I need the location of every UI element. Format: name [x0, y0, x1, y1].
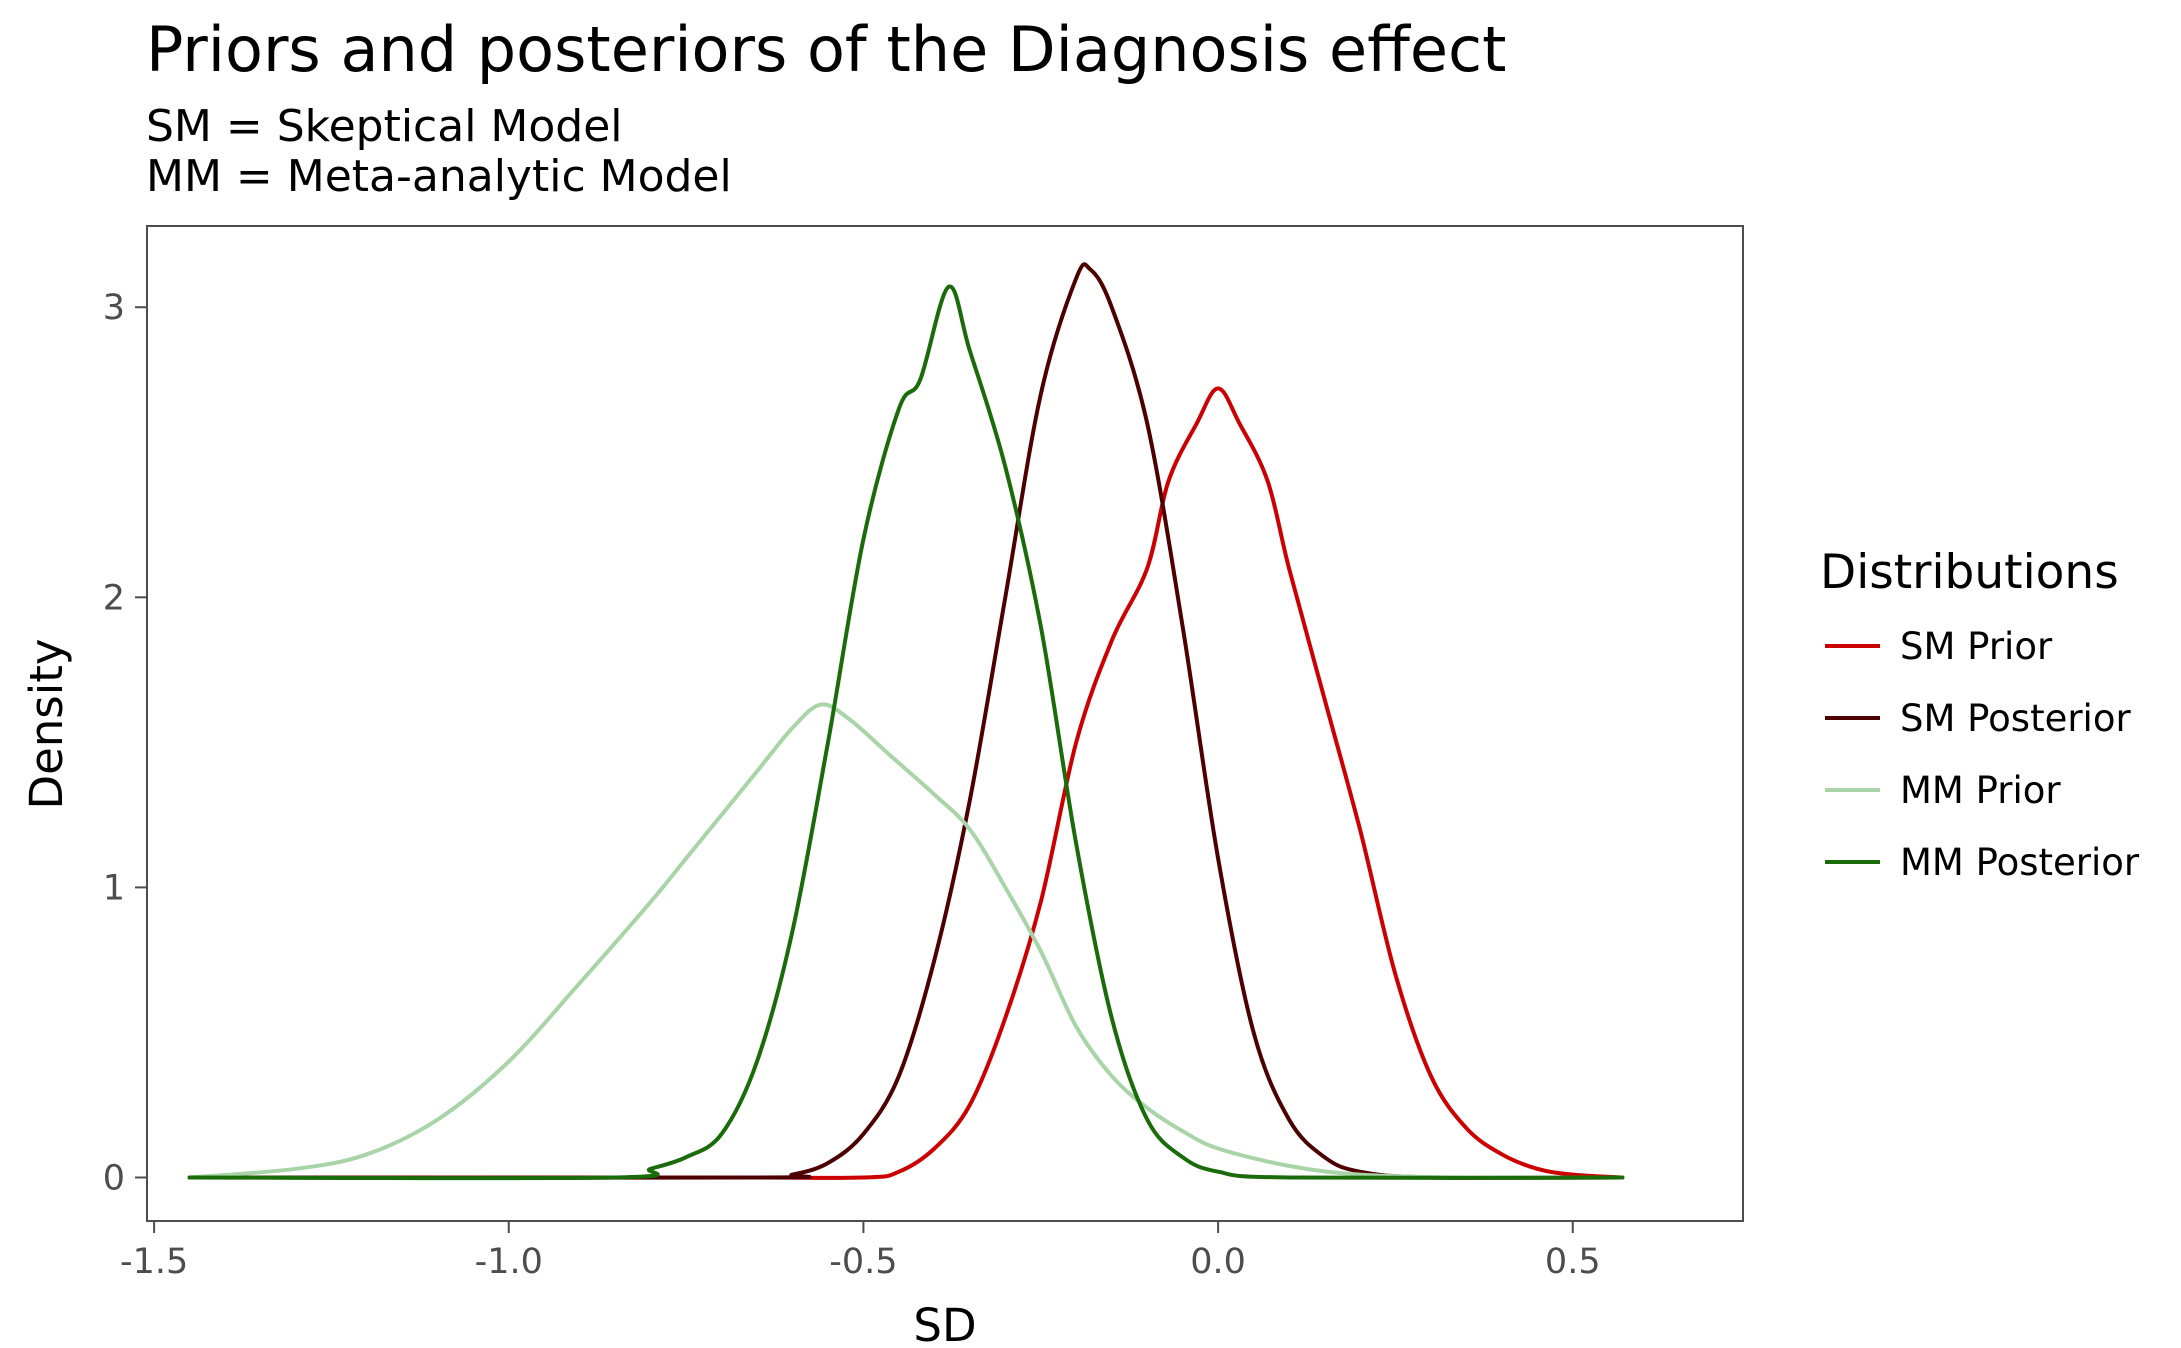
y-axis-title: Density [20, 638, 73, 809]
plot-panel [146, 225, 1744, 1222]
x-axis-title: SD [913, 1299, 976, 1348]
legend-label-sm-prior: SM Prior [1900, 625, 2053, 668]
y-tick-label: 0 [103, 1158, 125, 1198]
legend-title: Distributions [1820, 545, 2119, 600]
x-axis: -1.5 -1.0 -0.5 0.0 0.5 [120, 1221, 1601, 1282]
series-line-mm-posterior [187, 284, 1625, 1181]
chart-subtitle-line-1: SM = Skeptical Model [146, 101, 623, 152]
x-tick-label: -1.0 [475, 1242, 543, 1282]
x-tick-label: -1.5 [120, 1242, 188, 1282]
legend-label-mm-posterior: MM Posterior [1900, 841, 2140, 884]
series-line-mm-prior [187, 702, 1625, 1180]
series-line-sm-prior [187, 386, 1625, 1180]
y-axis: 0 1 2 3 [103, 288, 147, 1198]
y-tick-label: 1 [103, 868, 125, 908]
chart-title: Priors and posteriors of the Diagnosis e… [146, 13, 1507, 86]
y-tick-label: 3 [103, 288, 125, 328]
y-tick-label: 2 [103, 578, 125, 618]
x-tick-label: 0.5 [1545, 1242, 1601, 1282]
legend: Distributions SM Prior SM Posterior MM Pri… [1820, 545, 2140, 884]
x-tick-label: -0.5 [829, 1242, 897, 1282]
plot-lines [187, 262, 1625, 1181]
chart-subtitle-line-2: MM = Meta-analytic Model [146, 151, 732, 202]
legend-label-sm-posterior: SM Posterior [1900, 697, 2131, 740]
series-line-sm-posterior [187, 262, 1625, 1180]
legend-label-mm-prior: MM Prior [1900, 769, 2061, 812]
x-tick-label: 0.0 [1190, 1242, 1246, 1282]
